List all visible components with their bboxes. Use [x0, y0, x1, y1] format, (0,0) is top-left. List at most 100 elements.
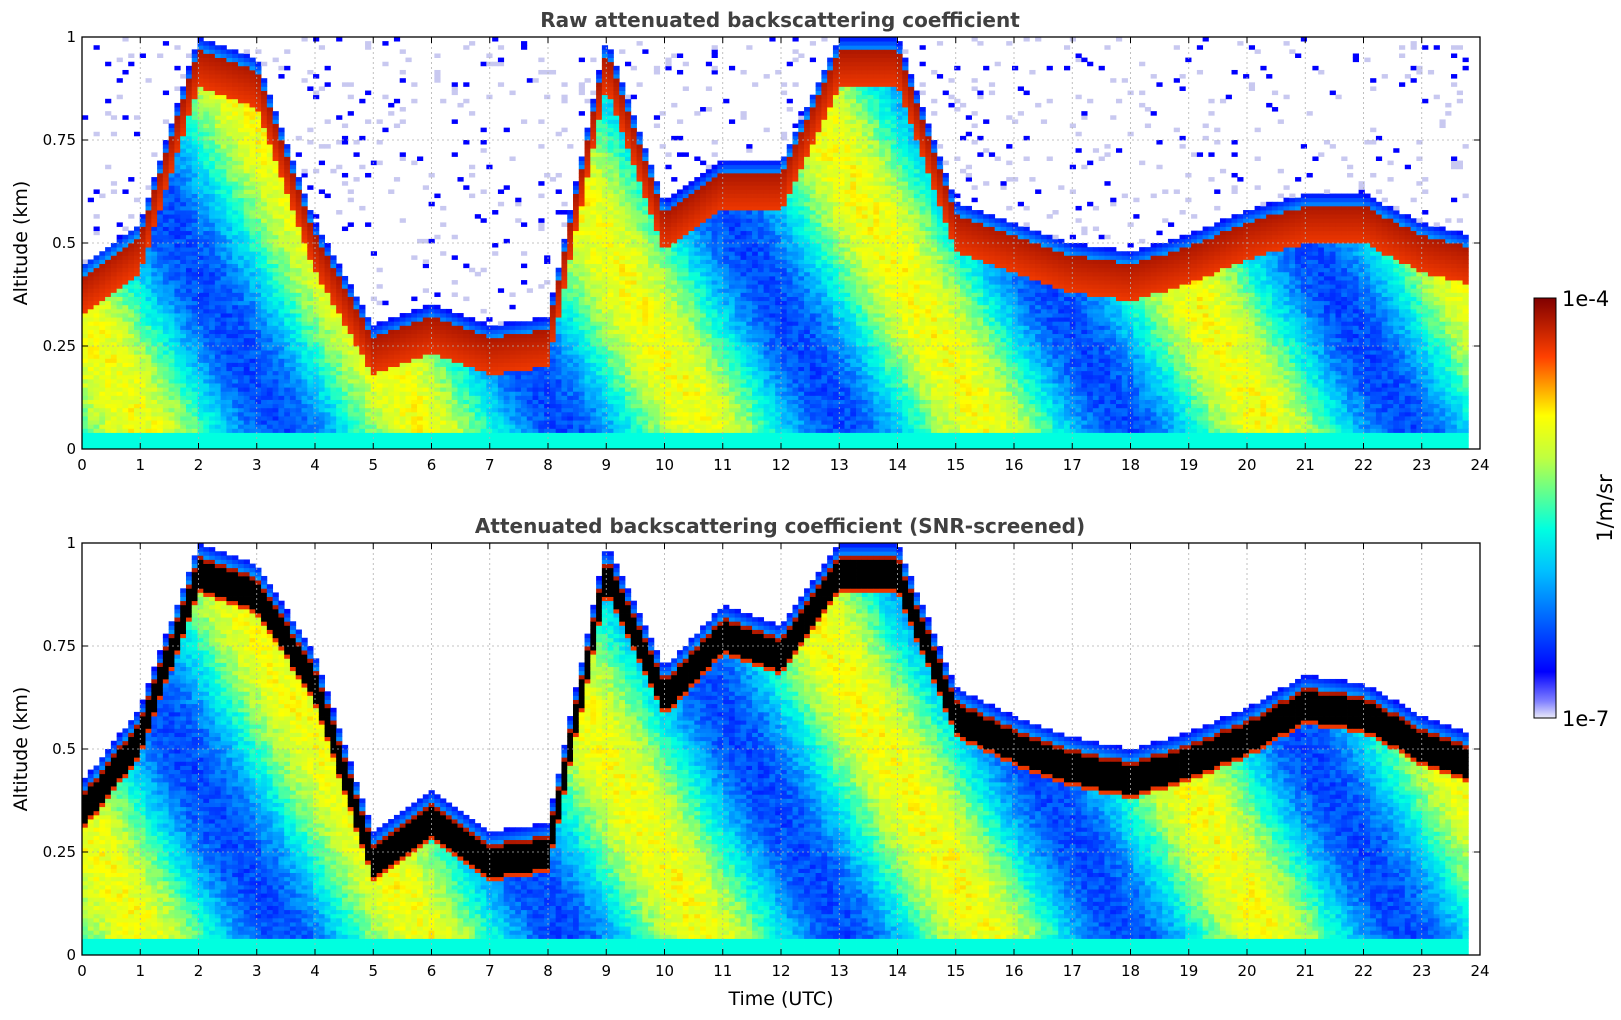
heatmap-cell — [180, 371, 186, 376]
heatmap-cell — [99, 259, 105, 264]
heatmap-cell — [134, 371, 140, 376]
heatmap-cell — [169, 301, 175, 306]
heatmap-cell — [146, 428, 152, 433]
heatmap-cell — [146, 227, 152, 232]
heatmap-cell — [146, 268, 152, 273]
heatmap-cell — [134, 235, 140, 240]
heatmap-cell — [180, 346, 186, 351]
heatmap-cell — [169, 416, 175, 421]
heatmap-cell — [134, 259, 140, 264]
heatmap-cell — [157, 321, 163, 326]
heatmap-cell — [151, 189, 157, 194]
heatmap-cell — [128, 284, 134, 289]
heatmap-cell — [88, 264, 94, 269]
heatmap-cell — [163, 321, 169, 326]
heatmap-cell — [146, 259, 152, 264]
heatmap-cell — [88, 416, 94, 421]
heatmap-cell — [174, 103, 180, 108]
heatmap-cell — [117, 243, 123, 248]
heatmap-cell — [186, 218, 192, 223]
heatmap-cell — [94, 325, 100, 330]
heatmap-cell — [146, 272, 152, 277]
heatmap-cell — [174, 280, 180, 285]
heatmap-cell — [174, 305, 180, 310]
heatmap-cell — [169, 284, 175, 289]
heatmap-cell — [134, 379, 140, 384]
heatmap-cell — [146, 338, 152, 343]
heatmap-cell — [99, 379, 105, 384]
heatmap-cell — [174, 420, 180, 425]
heatmap-cell — [163, 247, 169, 252]
heatmap-cell — [186, 161, 192, 166]
heatmap-cell — [111, 280, 117, 285]
heatmap-cell — [163, 206, 169, 211]
heatmap-cell — [117, 268, 123, 273]
heatmap-cell — [174, 124, 180, 129]
heatmap-cell — [169, 247, 175, 252]
heatmap-cell — [151, 387, 157, 392]
heatmap-cell — [151, 424, 157, 429]
heatmap-cell — [151, 433, 157, 438]
heatmap-cell — [128, 375, 134, 380]
heatmap-cell — [122, 400, 128, 405]
heatmap-cell — [174, 412, 180, 417]
heatmap-cell — [151, 235, 157, 240]
heatmap-cell — [157, 189, 163, 194]
heatmap-cell — [128, 264, 134, 269]
heatmap-cell — [186, 362, 192, 367]
heatmap-cell — [122, 247, 128, 252]
heatmap-cell — [157, 362, 163, 367]
heatmap-cell — [180, 375, 186, 380]
heatmap-cell — [180, 292, 186, 297]
heatmap-cell — [146, 284, 152, 289]
heatmap-cell — [146, 206, 152, 211]
heatmap-cell — [117, 428, 123, 433]
heatmap-cell — [94, 214, 100, 219]
heatmap-cell — [180, 181, 186, 186]
heatmap-cell — [128, 309, 134, 314]
heatmap-cell — [151, 375, 157, 380]
heatmap-cell — [105, 330, 111, 335]
heatmap-cell — [99, 420, 105, 425]
heatmap-cell — [117, 276, 123, 281]
heatmap-cell — [99, 404, 105, 409]
heatmap-cell — [180, 354, 186, 359]
heatmap-cell — [122, 305, 128, 310]
heatmap-cell — [140, 433, 146, 438]
heatmap-cell — [169, 371, 175, 376]
heatmap-cell — [186, 165, 192, 170]
heatmap-cell — [117, 391, 123, 396]
heatmap-cell — [186, 119, 192, 124]
heatmap-cell — [128, 321, 134, 326]
heatmap-cell — [157, 358, 163, 363]
heatmap-cell — [128, 280, 134, 285]
heatmap-cell — [146, 350, 152, 355]
heatmap-cell — [122, 37, 128, 42]
heatmap-cell — [163, 140, 169, 145]
heatmap-cell — [99, 305, 105, 310]
heatmap-cell — [140, 395, 146, 400]
heatmap-cell — [88, 354, 94, 359]
heatmap-cell — [134, 375, 140, 380]
heatmap-cell — [146, 408, 152, 413]
heatmap-cell — [111, 383, 117, 388]
heatmap-cell — [180, 165, 186, 170]
heatmap-cell — [163, 433, 169, 438]
heatmap-cell — [163, 177, 169, 182]
heatmap-cell — [151, 362, 157, 367]
heatmap-cell — [174, 214, 180, 219]
heatmap-cell — [186, 189, 192, 194]
heatmap-cell — [186, 325, 192, 330]
heatmap-cell — [151, 338, 157, 343]
heatmap-cell — [186, 408, 192, 413]
heatmap-cell — [180, 156, 186, 161]
heatmap-cell — [94, 268, 100, 273]
heatmap-cell — [186, 288, 192, 293]
heatmap-cell — [111, 416, 117, 421]
heatmap-cell — [174, 284, 180, 289]
heatmap-cell — [146, 367, 152, 372]
heatmap-cell — [163, 428, 169, 433]
heatmap-cell — [117, 334, 123, 339]
heatmap-cell — [186, 251, 192, 256]
heatmap-cell — [174, 227, 180, 232]
